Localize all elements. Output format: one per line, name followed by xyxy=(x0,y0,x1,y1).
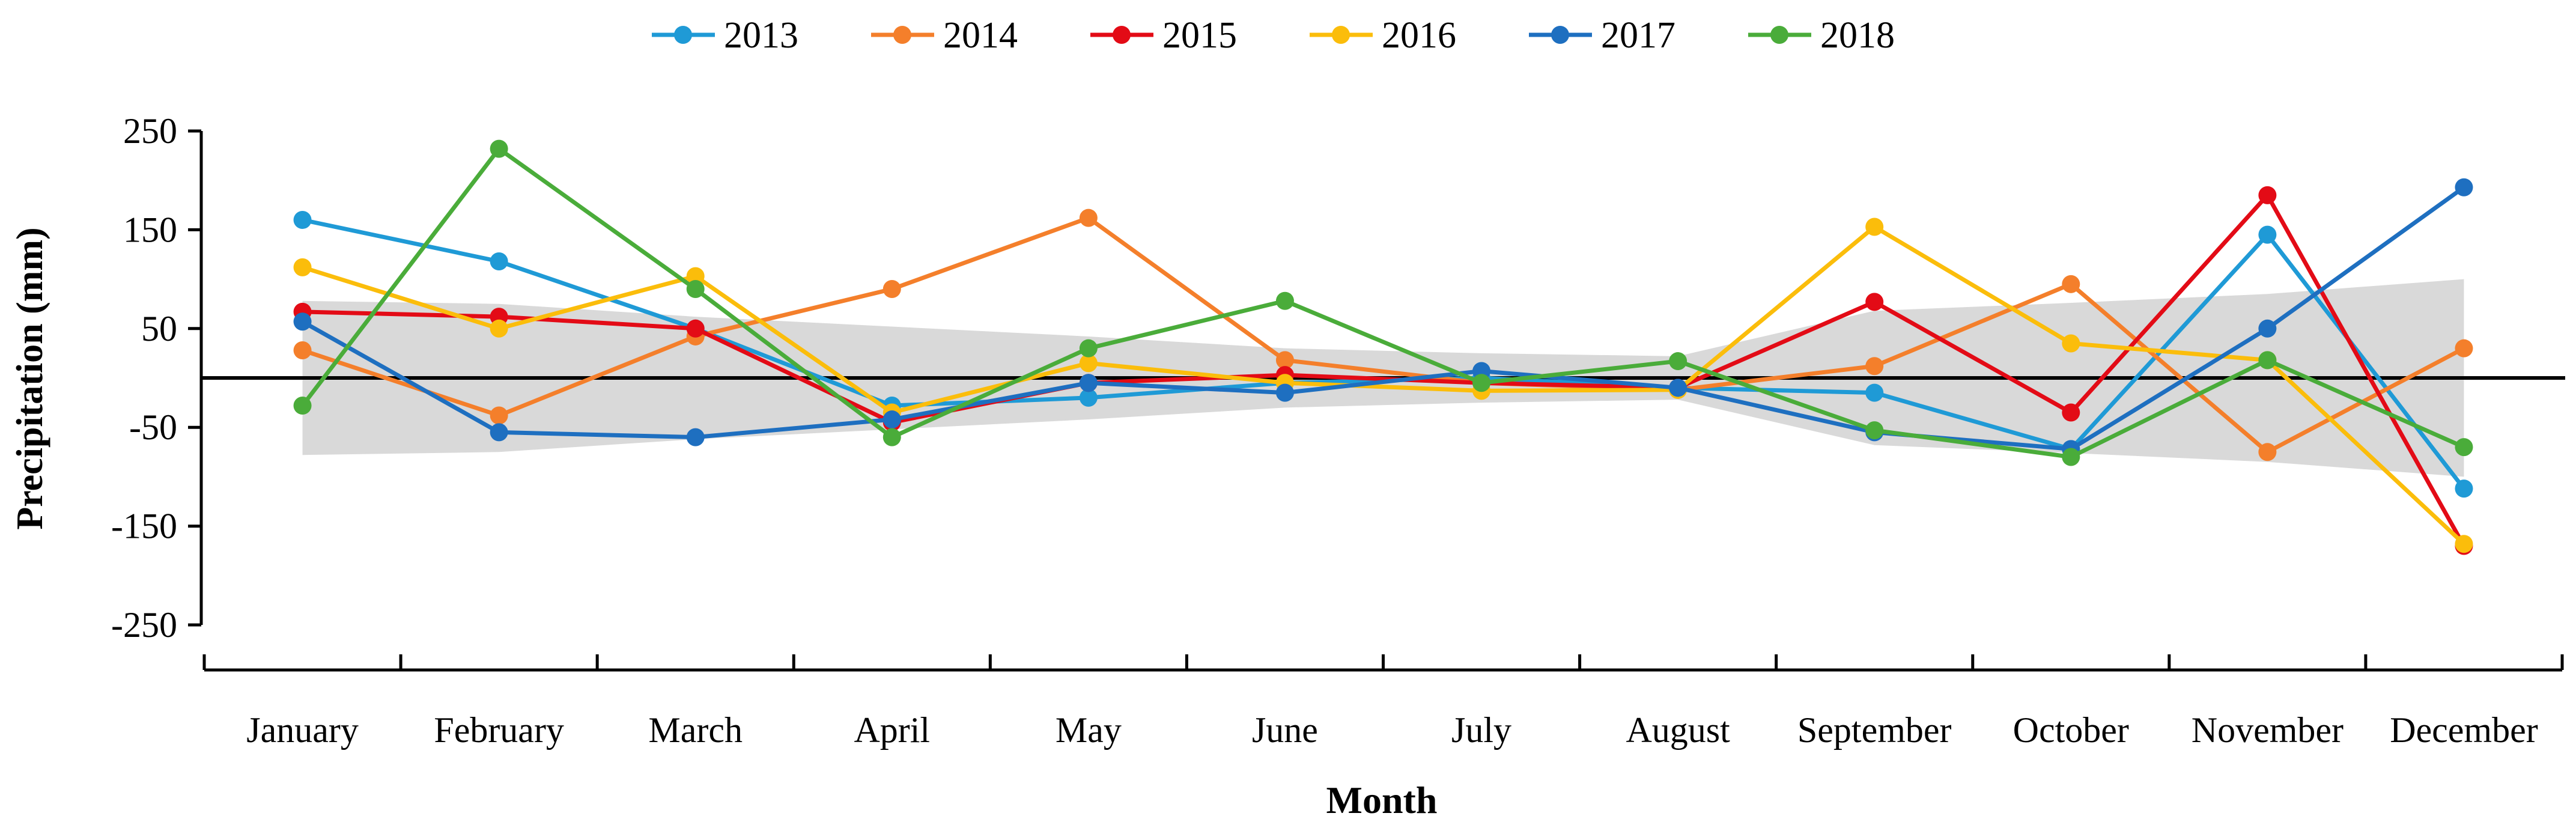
data-point-2016 xyxy=(1865,218,1884,236)
y-tick-label: 250 xyxy=(123,111,177,151)
series-2018 xyxy=(293,139,2473,466)
series-line-2017 xyxy=(301,185,2465,451)
legend-item-2017: 2017 xyxy=(1529,15,1675,56)
data-point-2018 xyxy=(882,428,901,446)
data-point-2017 xyxy=(293,312,312,331)
y-tick-label: -50 xyxy=(129,407,177,447)
x-tick-label: July xyxy=(1451,710,1511,750)
data-point-2013 xyxy=(1079,388,1098,407)
y-tick-label: 150 xyxy=(123,210,177,249)
data-point-2016 xyxy=(686,267,705,285)
legend-item-2016: 2016 xyxy=(1310,15,1456,56)
legend-label-2016: 2016 xyxy=(1382,15,1456,56)
y-tick-label: 50 xyxy=(141,309,177,349)
legend: 2013 2014 2015 2016 2017 2018 xyxy=(652,15,1895,56)
data-point-2016 xyxy=(1079,354,1098,373)
data-point-2014 xyxy=(490,406,508,425)
legend-label-2017: 2017 xyxy=(1601,15,1675,56)
legend-label-2014: 2014 xyxy=(943,15,1018,56)
data-point-2018 xyxy=(1472,374,1491,392)
data-point-2017 xyxy=(2258,319,2277,338)
legend-label-2013: 2013 xyxy=(724,15,798,56)
data-point-2016 xyxy=(293,258,312,276)
legend-marker-2014 xyxy=(893,26,911,44)
x-tick-label: November xyxy=(2192,710,2344,750)
x-tick-label: May xyxy=(1056,710,1122,750)
data-point-2014 xyxy=(2455,339,2473,358)
legend-item-2013: 2013 xyxy=(652,15,798,56)
data-point-2018 xyxy=(1275,291,1294,310)
legend-marker-2018 xyxy=(1770,26,1788,44)
data-point-2016 xyxy=(2062,334,2080,353)
data-point-2015 xyxy=(2062,403,2080,422)
data-point-2017 xyxy=(1669,379,1687,397)
data-point-2013 xyxy=(1865,383,1884,402)
y-tick-label: -150 xyxy=(111,507,177,546)
data-point-2018 xyxy=(293,397,312,415)
legend-label-2015: 2015 xyxy=(1162,15,1237,56)
y-tick-label: -250 xyxy=(111,605,177,645)
data-point-2013 xyxy=(293,210,312,229)
x-tick-label: February xyxy=(434,710,564,750)
data-point-2018 xyxy=(2258,351,2277,370)
data-point-2017 xyxy=(882,410,901,429)
legend-item-2015: 2015 xyxy=(1090,15,1237,56)
x-tick-label: April xyxy=(854,710,930,750)
data-point-2014 xyxy=(2258,443,2277,461)
data-point-2014 xyxy=(1275,351,1294,370)
legend-item-2018: 2018 xyxy=(1748,15,1895,56)
data-point-2017 xyxy=(2455,178,2473,196)
x-axis-title: Month xyxy=(1326,779,1438,821)
series-line-2016 xyxy=(302,224,2465,546)
x-tick-label: March xyxy=(648,710,743,750)
data-point-2013 xyxy=(2258,225,2277,244)
x-tick-label: October xyxy=(2013,710,2129,750)
x-tick-label: January xyxy=(246,710,359,750)
x-tick-label: June xyxy=(1252,710,1318,750)
series-line-2018 xyxy=(300,147,2465,460)
data-point-2015 xyxy=(686,319,705,338)
data-point-2016 xyxy=(490,319,508,338)
data-point-2014 xyxy=(1079,209,1098,227)
data-point-2018 xyxy=(2062,448,2080,466)
series-line-2014 xyxy=(302,216,2465,454)
legend-marker-2017 xyxy=(1551,26,1569,44)
data-point-2017 xyxy=(686,428,705,446)
series-layer xyxy=(293,139,2473,555)
data-point-2018 xyxy=(1079,339,1098,358)
data-point-2018 xyxy=(1669,352,1687,371)
legend-marker-2016 xyxy=(1332,26,1350,44)
x-tick-label: December xyxy=(2390,710,2538,750)
axes: 250 150 50 -50 -150 -250 January February March A… xyxy=(111,111,2565,750)
data-point-2017 xyxy=(490,423,508,442)
data-point-2018 xyxy=(1865,421,1884,440)
data-point-2013 xyxy=(2455,479,2473,498)
data-point-2018 xyxy=(490,139,508,158)
data-point-2018 xyxy=(686,280,705,299)
y-axis-title: Precipitation (mm) xyxy=(10,227,50,529)
data-point-2014 xyxy=(2062,275,2080,293)
data-point-2014 xyxy=(882,280,901,299)
legend-item-2014: 2014 xyxy=(871,15,1018,56)
data-point-2015 xyxy=(1865,293,1884,311)
legend-label-2018: 2018 xyxy=(1820,15,1895,56)
legend-marker-2015 xyxy=(1113,26,1131,44)
data-point-2018 xyxy=(2455,438,2473,457)
x-tick-label: September xyxy=(1797,710,1952,750)
data-point-2016 xyxy=(2455,535,2473,553)
data-point-2017 xyxy=(1275,383,1294,402)
data-point-2017 xyxy=(1079,374,1098,392)
data-point-2014 xyxy=(293,341,312,359)
data-point-2014 xyxy=(1865,357,1884,376)
x-tick-label: August xyxy=(1626,710,1730,750)
series-line-2015 xyxy=(302,193,2466,547)
data-point-2015 xyxy=(2258,186,2277,204)
series-2017 xyxy=(293,178,2473,458)
data-point-2013 xyxy=(490,252,508,271)
legend-marker-2013 xyxy=(674,26,692,44)
